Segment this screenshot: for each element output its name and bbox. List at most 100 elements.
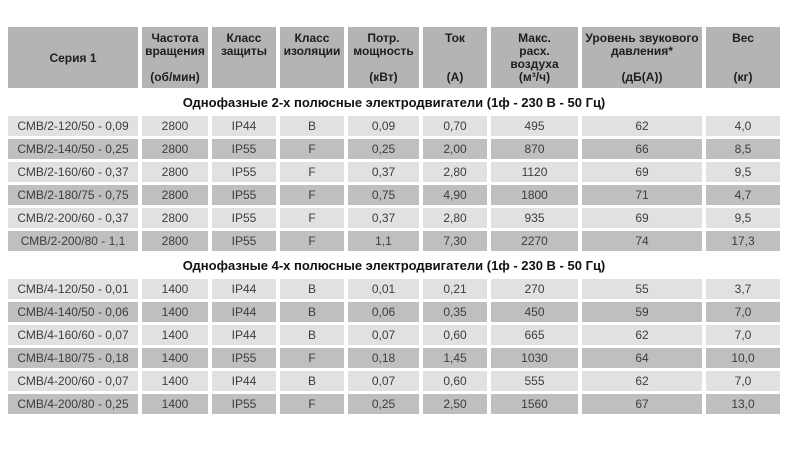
value-cell: 495 <box>491 116 578 136</box>
value-cell: 1800 <box>491 185 578 205</box>
value-cell: 7,30 <box>423 231 487 251</box>
column-name: Уровень звукового давления* <box>585 31 699 58</box>
table-row: СМВ/4-120/50 - 0,01 1400 IP44 B 0,01 0,21 270 5… <box>8 279 780 299</box>
column-name: Потр. мощность <box>353 31 414 58</box>
value-cell: 1120 <box>491 162 578 182</box>
value-cell: F <box>280 394 344 414</box>
value-cell: 0,07 <box>348 325 419 345</box>
value-cell: 69 <box>582 208 702 228</box>
value-cell: 17,3 <box>706 231 780 251</box>
value-cell: 2,00 <box>423 139 487 159</box>
column-name: Макс. расх. воздуха <box>510 31 559 71</box>
value-cell: 2,80 <box>423 162 487 182</box>
value-cell: F <box>280 231 344 251</box>
value-cell: 9,5 <box>706 162 780 182</box>
column-name: Серия 1 <box>49 50 97 65</box>
value-cell: 62 <box>582 325 702 345</box>
value-cell: 10,0 <box>706 348 780 368</box>
value-cell: 1400 <box>142 371 208 391</box>
value-cell: 0,60 <box>423 371 487 391</box>
value-cell: IP55 <box>212 348 276 368</box>
value-cell: F <box>280 139 344 159</box>
value-cell: 8,5 <box>706 139 780 159</box>
value-cell: F <box>280 162 344 182</box>
value-cell: 62 <box>582 116 702 136</box>
value-cell: 0,75 <box>348 185 419 205</box>
column-header: Класс изоляции <box>280 27 344 88</box>
value-cell: 74 <box>582 231 702 251</box>
table-body: Однофазные 2-х полюсные электродвигатели… <box>8 91 780 414</box>
value-cell: B <box>280 279 344 299</box>
value-cell: 0,37 <box>348 162 419 182</box>
column-unit: (м³/ч) <box>518 70 551 84</box>
column-unit: (дБ(А)) <box>621 70 663 84</box>
column-header: Серия 1 <box>8 27 138 88</box>
value-cell: 0,07 <box>348 371 419 391</box>
value-cell: 4,90 <box>423 185 487 205</box>
value-cell: 2800 <box>142 208 208 228</box>
value-cell: 555 <box>491 371 578 391</box>
column-unit <box>214 71 274 84</box>
value-cell: 1400 <box>142 325 208 345</box>
value-cell: 1400 <box>142 279 208 299</box>
value-cell: IP55 <box>212 231 276 251</box>
value-cell: 2800 <box>142 185 208 205</box>
table-row: СМВ/2-200/60 - 0,37 2800 IP55 F 0,37 2,80 935 6… <box>8 208 780 228</box>
value-cell: 0,09 <box>348 116 419 136</box>
value-cell: 3,7 <box>706 279 780 299</box>
value-cell: 450 <box>491 302 578 322</box>
table-row: СМВ/2-140/50 - 0,25 2800 IP55 F 0,25 2,00 870 6… <box>8 139 780 159</box>
value-cell: 2800 <box>142 116 208 136</box>
value-cell: 665 <box>491 325 578 345</box>
column-header: Частота вращения (об/мин) <box>142 27 208 88</box>
model-cell: СМВ/2-180/75 - 0,75 <box>8 185 138 205</box>
value-cell: 13,0 <box>706 394 780 414</box>
value-cell: IP55 <box>212 139 276 159</box>
value-cell: 67 <box>582 394 702 414</box>
value-cell: 0,06 <box>348 302 419 322</box>
motor-specs-table: Серия 1 Частота вращения (об/мин) Класс защ… <box>4 24 784 417</box>
section-title: Однофазные 4-х полюсные электродвигатели… <box>182 257 606 273</box>
column-header: Вес (кг) <box>706 27 780 88</box>
model-cell: СМВ/4-200/80 - 0,25 <box>8 394 138 414</box>
value-cell: 2,80 <box>423 208 487 228</box>
value-cell: B <box>280 325 344 345</box>
table-row: СМВ/2-120/50 - 0,09 2800 IP44 B 0,09 0,70 495 6… <box>8 116 780 136</box>
value-cell: 0,21 <box>423 279 487 299</box>
column-header: Класс защиты <box>212 27 276 88</box>
value-cell: 7,0 <box>706 302 780 322</box>
value-cell: F <box>280 208 344 228</box>
value-cell: 1400 <box>142 394 208 414</box>
value-cell: 2800 <box>142 162 208 182</box>
value-cell: 1,1 <box>348 231 419 251</box>
column-name: Ток <box>445 31 465 45</box>
value-cell: IP55 <box>212 394 276 414</box>
model-cell: СМВ/4-140/50 - 0,06 <box>8 302 138 322</box>
value-cell: 935 <box>491 208 578 228</box>
value-cell: F <box>280 185 344 205</box>
value-cell: 69 <box>582 162 702 182</box>
column-name: Вес <box>732 31 754 45</box>
value-cell: B <box>280 371 344 391</box>
value-cell: 0,60 <box>423 325 487 345</box>
model-cell: СМВ/2-200/60 - 0,37 <box>8 208 138 228</box>
section-title: Однофазные 2-х полюсные электродвигатели… <box>182 94 606 110</box>
value-cell: 7,0 <box>706 325 780 345</box>
column-name: Класс защиты <box>220 31 268 58</box>
value-cell: IP44 <box>212 302 276 322</box>
value-cell: F <box>280 348 344 368</box>
model-cell: СМВ/2-120/50 - 0,09 <box>8 116 138 136</box>
value-cell: IP55 <box>212 208 276 228</box>
value-cell: 1030 <box>491 348 578 368</box>
value-cell: 9,5 <box>706 208 780 228</box>
value-cell: 62 <box>582 371 702 391</box>
value-cell: IP44 <box>212 279 276 299</box>
value-cell: 0,18 <box>348 348 419 368</box>
value-cell: 1400 <box>142 348 208 368</box>
model-cell: СМВ/4-180/75 - 0,18 <box>8 348 138 368</box>
value-cell: IP44 <box>212 116 276 136</box>
table-header: Серия 1 Частота вращения (об/мин) Класс защ… <box>8 27 780 88</box>
value-cell: B <box>280 302 344 322</box>
value-cell: 4,0 <box>706 116 780 136</box>
